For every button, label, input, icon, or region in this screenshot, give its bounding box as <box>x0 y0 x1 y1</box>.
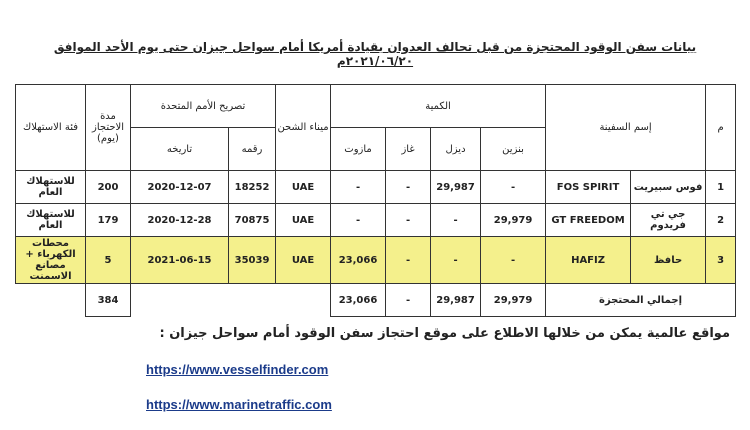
table-cell: - <box>430 203 482 237</box>
table-cell: 2020-12-28 <box>129 203 230 237</box>
blank-cell <box>16 284 86 317</box>
table-cell: 29,987 <box>430 170 482 204</box>
header-cell: تاريخه <box>129 127 230 171</box>
footer-text: مواقع عالمية يمكن من خلالها الاطلاع على … <box>159 326 730 341</box>
total-duration: 384 <box>85 283 131 317</box>
table-cell: جي تي فريدوم <box>630 203 707 237</box>
total-label: إجمالي المحتجزة <box>545 283 737 317</box>
blank-cell <box>229 284 276 317</box>
blank-cell <box>131 284 229 317</box>
table-cell: - <box>480 170 547 204</box>
table-cell: 5 <box>85 236 131 284</box>
table-cell: محطات الكهرباء + مصانع الاسمنت <box>15 236 86 284</box>
header-cell: مدة الاحتجاز (يوم) <box>85 84 131 171</box>
total-cell: - <box>385 283 432 317</box>
table-cell: UAE <box>275 236 332 284</box>
table-cell: 35039 <box>228 236 277 284</box>
table-cell: 200 <box>85 170 131 204</box>
header-cell: تصريح الأمم المتحدة <box>129 84 277 128</box>
table-cell: 23,066 <box>330 236 387 284</box>
table-cell: - <box>385 203 432 237</box>
header-cell: رقمه <box>228 127 277 171</box>
ships-table: م إسم السفينة الكمية ميناء الشحن تصريح الأمم… <box>15 84 737 317</box>
link[interactable]: https://www.marinetraffic.com <box>146 397 332 412</box>
table-cell: 1 <box>705 170 737 204</box>
total-cell: 29,987 <box>430 283 482 317</box>
header-cell: غاز <box>385 127 432 171</box>
table-cell: UAE <box>275 170 332 204</box>
total-cell: 29,979 <box>480 283 547 317</box>
header-cell: مازوت <box>330 127 387 171</box>
table-cell: GT FREEDOM <box>545 203 632 237</box>
table-cell: HAFIZ <box>545 236 632 284</box>
table-cell: 2021-06-15 <box>129 236 230 284</box>
table-cell: 2 <box>705 203 737 237</box>
table-cell: 2020-12-07 <box>129 170 230 204</box>
table-cell: FOS SPIRIT <box>545 170 632 204</box>
table-cell: - <box>330 203 387 237</box>
table-cell: - <box>480 236 547 284</box>
header-cell: م <box>705 84 737 171</box>
table-row: 1 فوس سبيريت FOS SPIRIT -29,987- - UAE 18252 20… <box>15 170 737 204</box>
table-cell: للاستهلاك العام <box>15 203 86 237</box>
title: بيانات سفن الوقود المحتجزة من قبل تحالف … <box>53 40 697 68</box>
table-cell: UAE <box>275 203 332 237</box>
link[interactable]: https://www.vesselfinder.com <box>146 362 329 377</box>
table-cell: 70875 <box>228 203 277 237</box>
table-cell: 29,979 <box>480 203 547 237</box>
table-cell: - <box>385 236 432 284</box>
table-cell: حافظ <box>630 236 707 284</box>
table-row: 2 جي تي فريدوم GT FREEDOM 29,979- - - UAE 70875… <box>15 203 737 237</box>
table-cell: 179 <box>85 203 131 237</box>
header-cell: ميناء الشحن <box>275 84 332 171</box>
table-cell: - <box>385 170 432 204</box>
header-cell: إسم السفينة <box>545 84 707 171</box>
header-cell: ديزل <box>430 127 482 171</box>
header-cell: فئة الاستهلاك <box>15 84 86 171</box>
table-cell: - <box>330 170 387 204</box>
header-row: بنزين ديزل غاز مازوت رقمه تاريخه <box>16 127 736 171</box>
header-row: م إسم السفينة الكمية ميناء الشحن تصريح الأمم… <box>15 84 737 171</box>
table-cell: فوس سبيريت <box>630 170 707 204</box>
table-cell: للاستهلاك العام <box>15 170 86 204</box>
blank-cell <box>276 284 331 317</box>
header-cell: الكمية <box>330 84 547 128</box>
header-cell: بنزين <box>480 127 547 171</box>
table-row: 3 حافظ HAFIZ - - -23,066 UAE 35039 2021-06-15 5 مح… <box>15 236 737 284</box>
table-cell: 3 <box>705 236 737 284</box>
total-cell: 23,066 <box>330 283 387 317</box>
table-cell: - <box>430 236 482 284</box>
table-cell: 18252 <box>228 170 277 204</box>
total-row: إجمالي المحتجزة 29,979 29,987-23,066 384 <box>16 283 737 317</box>
